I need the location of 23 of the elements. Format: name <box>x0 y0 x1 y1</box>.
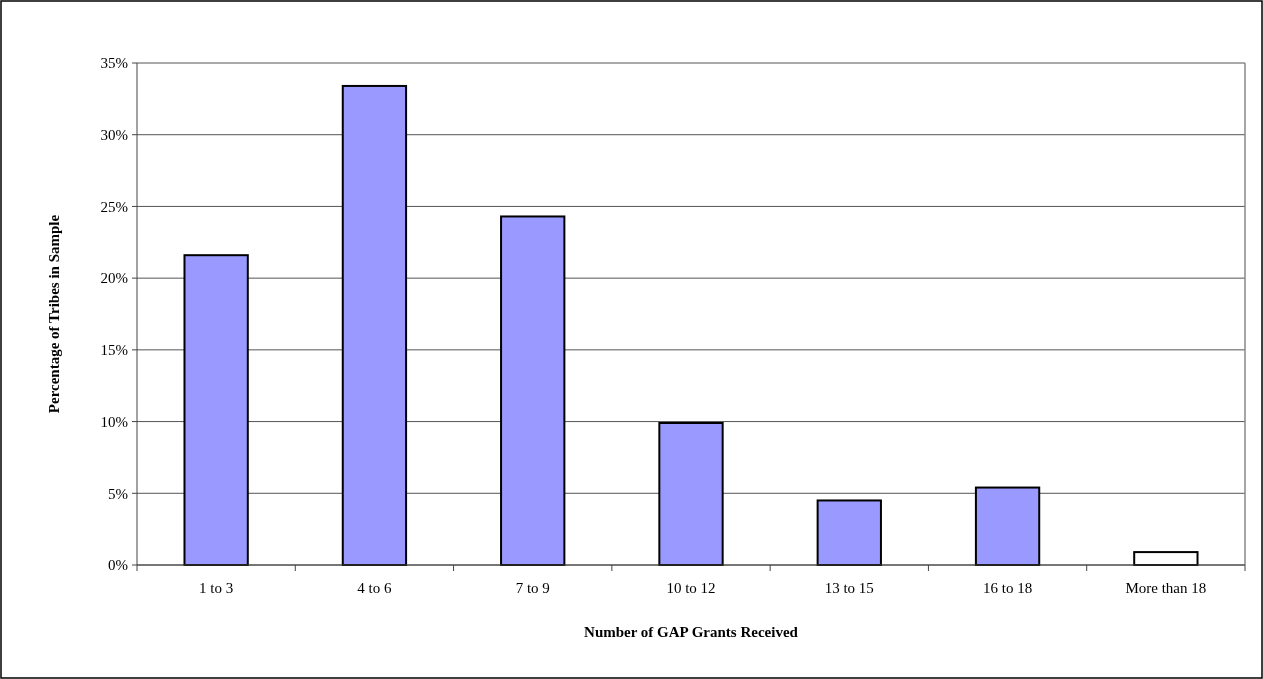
y-tick-label: 25% <box>100 198 128 215</box>
x-tick-label: 4 to 6 <box>357 580 393 596</box>
y-tick-label: 20% <box>100 270 128 287</box>
y-tick-label: 30% <box>100 126 128 143</box>
bar <box>974 486 1041 566</box>
x-tick-label: 1 to 3 <box>199 580 234 596</box>
x-tick-label: More than 18 <box>1125 580 1207 596</box>
bar <box>500 215 566 566</box>
bar <box>658 422 724 566</box>
y-tick-label: 0% <box>108 557 128 574</box>
x-tick-label: 10 to 12 <box>666 580 716 596</box>
x-tick-label: 16 to 18 <box>982 580 1033 596</box>
x-tick-label: 13 to 15 <box>824 580 874 596</box>
bar <box>341 84 408 566</box>
x-tick-label: 7 to 9 <box>515 580 550 596</box>
bar <box>183 254 249 566</box>
y-tick-label: 15% <box>100 342 128 359</box>
y-tick-label: 35% <box>100 55 128 72</box>
y-tick-label: 5% <box>108 485 128 502</box>
x-axis-title: Number of GAP Grants Received <box>584 624 799 640</box>
y-axis-title: Percentage of Tribes in Sample <box>46 214 62 414</box>
y-tick-label: 10% <box>100 413 128 430</box>
bar <box>816 499 882 566</box>
